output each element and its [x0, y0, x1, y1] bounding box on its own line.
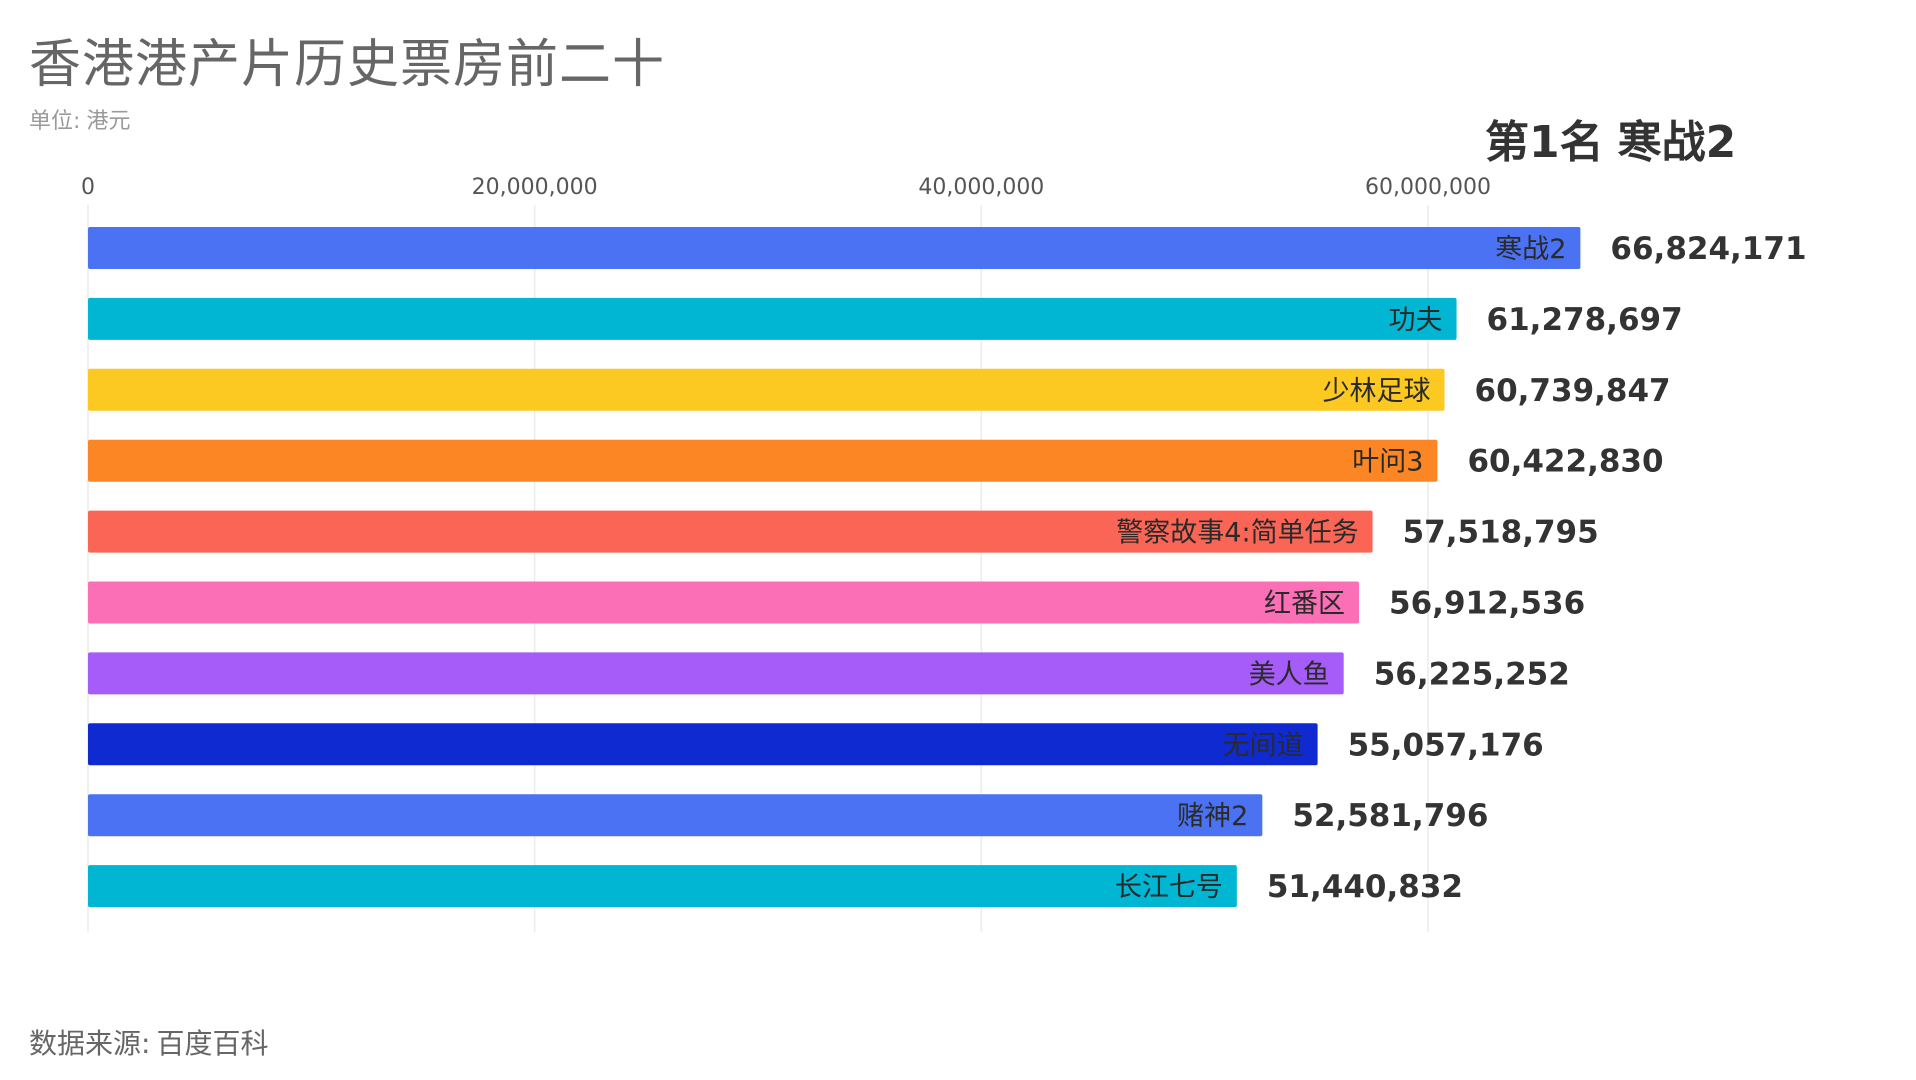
bar-category-label-8: 赌神2: [1177, 801, 1248, 832]
bar-value-label-9: 51,440,832: [1267, 869, 1463, 905]
bar-value-label-0: 66,824,171: [1610, 231, 1806, 267]
bar-category-label-0: 寒战2: [1495, 234, 1566, 265]
bar-value-label-5: 56,912,536: [1389, 586, 1585, 622]
unit-label: 单位: 港元: [29, 103, 130, 135]
bar-category-label-1: 功夫: [1389, 305, 1443, 336]
bar-category-label-9: 长江七号: [1115, 872, 1223, 903]
unit-separator: :: [73, 109, 81, 134]
data-source-value: 百度百科: [156, 1027, 269, 1060]
bar-chart: 0 20,000,000 40,000,000 60,000,000 寒战2 66,824…: [81, 175, 1807, 932]
data-source-key: 数据来源: [29, 1027, 142, 1060]
bar-category-label-7: 无间道: [1223, 730, 1304, 761]
x-tick-label-1: 20,000,000: [472, 175, 598, 200]
bar-0: [88, 227, 1581, 269]
chart-title: 香港港产片历史票房前二十: [29, 35, 666, 95]
bar-7: [88, 723, 1318, 766]
bar-category-label-6: 美人鱼: [1249, 659, 1330, 690]
unit-label-key: 单位: [29, 109, 74, 134]
source-separator: :: [141, 1027, 151, 1060]
rank-banner-prefix: 第1名: [1485, 117, 1604, 168]
bar-value-label-7: 55,057,176: [1348, 727, 1544, 763]
bar-value-label-4: 57,518,795: [1403, 515, 1599, 551]
bar-4: [88, 510, 1373, 553]
bar-5: [88, 581, 1360, 624]
unit-label-value: 港元: [86, 109, 131, 134]
x-tick-label-3: 60,000,000: [1365, 175, 1491, 200]
bar-value-label-1: 61,278,697: [1487, 302, 1683, 338]
x-tick-label-2: 40,000,000: [918, 175, 1044, 200]
bar-6: [88, 652, 1344, 695]
bar-value-label-6: 56,225,252: [1374, 656, 1570, 692]
bar-2: [88, 368, 1445, 411]
bar-value-label-2: 60,739,847: [1475, 373, 1671, 409]
bar-category-label-4: 警察故事4:简单任务: [1116, 518, 1358, 549]
data-source: 数据来源: 百度百科: [29, 1022, 268, 1062]
bar-1: [88, 297, 1457, 340]
bar-category-label-5: 红番区: [1264, 589, 1345, 620]
bar-category-label-2: 少林足球: [1323, 376, 1431, 407]
rank-banner-name: 寒战2: [1617, 117, 1737, 168]
rank-banner: 第1名 寒战2: [1485, 106, 1736, 170]
bar-value-label-8: 52,581,796: [1292, 798, 1488, 834]
x-tick-label-0: 0: [81, 175, 95, 200]
bar-category-label-3: 叶问3: [1352, 447, 1423, 478]
bar-9: [88, 865, 1237, 908]
bar-8: [88, 794, 1263, 837]
bar-3: [88, 439, 1438, 482]
bar-value-label-3: 60,422,830: [1467, 444, 1663, 480]
